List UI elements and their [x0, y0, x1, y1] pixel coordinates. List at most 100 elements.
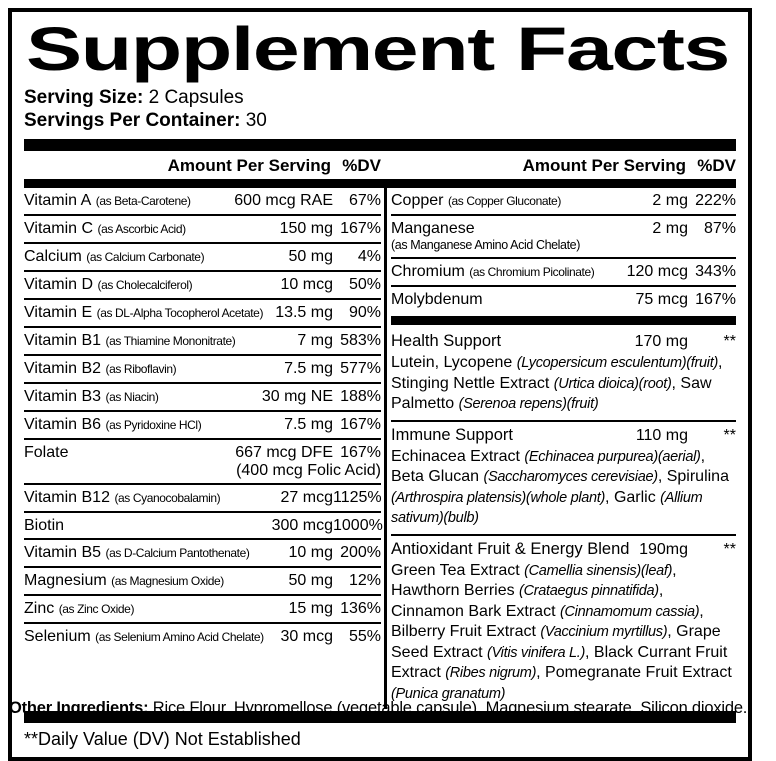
nutrient-amount: 10 mcg [280, 276, 333, 293]
other-ingredients-label: Other Ingredients: [9, 699, 149, 717]
nutrient-row-line: Folate 667 mcg DFE 167% [24, 443, 381, 462]
nutrient-row-line: Zinc (as Zinc Oxide) 15 mg 136% [24, 599, 381, 619]
nutrient-dv: 50% [348, 276, 381, 293]
nutrient-row-line: Selenium (as Selenium Amino Acid Chelate… [24, 627, 381, 647]
nutrient-row-line: Biotin 300 mcg 1000% [24, 516, 383, 535]
nutrient-dv: 167% [340, 416, 381, 433]
nutrient-row: Vitamin B2 (as Riboflavin) 7.5 mg 577% [24, 356, 381, 384]
nutrient-name: Vitamin A [24, 192, 92, 209]
nutrient-row-line: Vitamin C (as Ascorbic Acid) 150 mg 167% [24, 219, 381, 239]
nutrient-form: (as Cyanocobalamin) [114, 491, 221, 505]
nutrient-name: Selenium [24, 628, 91, 645]
nutrient-amount: 120 mcg [626, 263, 688, 280]
nutrient-dv: 55% [348, 628, 381, 645]
nutrient-name: Vitamin C [24, 220, 94, 237]
ingredient-latin-name: (Ribes nigrum) [445, 665, 537, 681]
nutrient-row: Vitamin B12 (as Cyanocobalamin) 27 mcg 112… [24, 485, 382, 513]
column-header-right: Amount Per Serving %DV [381, 156, 736, 176]
nutrient-row-line: Vitamin B3 (as Niacin) 30 mg NE 188% [24, 387, 381, 407]
nutrient-form: (as Riboflavin) [105, 362, 177, 376]
nutrient-dv: 167% [695, 291, 736, 308]
nutrient-row: Vitamin A (as Beta-Carotene) 600 mcg RAE 6… [24, 188, 381, 216]
nutrient-row-line: Vitamin B5 (as D-Calcium Pantothenate) 10… [24, 543, 381, 563]
nutrient-name: Zinc [24, 600, 55, 617]
nutrient-name-group: Vitamin B1 (as Thiamine Mononitrate) [24, 331, 293, 351]
blend-name: Health Support [391, 332, 502, 350]
ingredient-text: , Spirulina [657, 468, 729, 485]
ingredient-text: , Stinging Nettle Extract [391, 354, 723, 392]
nutrient-row: Copper (as Copper Gluconate) 2 mg 222% [391, 188, 736, 216]
nutrient-dv: 200% [340, 544, 381, 561]
nutrient-name-group: Zinc (as Zinc Oxide) [24, 599, 285, 619]
nutrient-form: (as Thiamine Mononitrate) [105, 334, 236, 348]
ingredient-latin-name: (Allium sativum)(bulb) [391, 489, 703, 527]
ingredient-text: , Black Currant Fruit Extract [391, 643, 728, 682]
nutrient-name: Vitamin D [24, 276, 94, 293]
nutrient-name-group: Vitamin C (as Ascorbic Acid) [24, 219, 276, 239]
panel-title: Supplement Facts [26, 15, 730, 83]
blend-section: Antioxidant Fruit & Energy Blend 190mg ** G… [391, 536, 736, 710]
nutrient-name-group: Folate [24, 443, 231, 462]
blend-header-line: Antioxidant Fruit & Energy Blend 190mg ** [391, 540, 736, 559]
nutrient-row-line: Vitamin A (as Beta-Carotene) 600 mcg RAE 6… [24, 191, 381, 211]
nutrient-name: Magnesium [24, 572, 107, 589]
nutrient-amount: 2 mg [652, 192, 688, 209]
servings-per-container-label: Servings Per Container: [24, 110, 241, 131]
nutrient-row-line: Molybdenum 75 mcg 167% [391, 290, 736, 309]
divider-bar-top [24, 139, 736, 151]
blend-name: Antioxidant Fruit & Energy Blend [391, 539, 630, 558]
nutrient-row-line: Vitamin B1 (as Thiamine Mononitrate) 7 mg… [24, 331, 381, 351]
nutrient-amount: 600 mcg RAE [234, 192, 333, 209]
nutrient-row-line: Chromium (as Chromium Picolinate) 120 mcg… [391, 262, 736, 282]
servings-per-container-line: Servings Per Container: 30 [24, 109, 736, 132]
nutrient-row-line: Vitamin B12 (as Cyanocobalamin) 27 mcg 112… [24, 488, 382, 508]
nutrient-dv: 4% [357, 248, 381, 265]
ingredient-latin-name: (Vaccinium myrtillus) [540, 624, 668, 640]
nutrient-columns: Vitamin A (as Beta-Carotene) 600 mcg RAE 6… [24, 188, 736, 709]
ingredient-text: Echinacea Extract [391, 447, 525, 465]
ingredient-latin-name: (Cinnamomum cassia) [559, 603, 700, 620]
nutrient-amount: 27 mcg [280, 489, 333, 506]
nutrient-dv: 136% [340, 600, 381, 617]
blend-header-line: Immune Support 110 mg ** [391, 426, 736, 445]
blend-name: Immune Support [391, 425, 513, 444]
nutrient-amount: 300 mcg [271, 517, 333, 534]
nutrient-form: (as Ascorbic Acid) [97, 222, 187, 236]
nutrient-row: Selenium (as Selenium Amino Acid Chelate… [24, 624, 381, 650]
nutrient-name-group: Vitamin E (as DL-Alpha Tocopherol Acetat… [24, 303, 271, 323]
vertical-divider [384, 188, 387, 709]
nutrient-amount: 15 mg [288, 600, 333, 617]
ingredient-latin-name: (Arthrospira platensis)(whole plant) [391, 489, 606, 506]
nutrient-name: Folate [24, 444, 69, 461]
nutrient-name: Manganese [391, 220, 475, 237]
nutrient-row: Vitamin B6 (as Pyridoxine HCl) 7.5 mg 167% [24, 412, 381, 440]
nutrient-form: (as D-Calcium Pantothenate) [105, 546, 250, 560]
nutrient-name: Chromium [391, 263, 465, 280]
nutrient-name-group: Vitamin B12 (as Cyanocobalamin) [24, 488, 277, 508]
nutrient-name-group: Molybdenum [391, 290, 632, 309]
blend-ingredients: Lutein, Lycopene (Lycopersicum esculentu… [391, 353, 736, 415]
ingredient-text: Green Tea Extract [391, 561, 525, 579]
nutrient-name: Biotin [24, 517, 65, 534]
nutrient-row-line: Vitamin E (as DL-Alpha Tocopherol Acetat… [24, 303, 381, 323]
nutrient-dv: 222% [695, 192, 736, 209]
nutrient-dv: 167% [340, 220, 381, 237]
blend-ingredients: Green Tea Extract (Camellia sinensis)(le… [391, 561, 736, 705]
ingredient-latin-name: (Serenoa repens)(fruit) [458, 396, 599, 412]
nutrient-row-line: Calcium (as Calcium Carbonate) 50 mg 4% [24, 247, 381, 267]
ingredient-text: , Garlic [605, 488, 661, 506]
amount-per-serving-header: Amount Per Serving [167, 156, 331, 175]
nutrient-dv: 12% [348, 572, 381, 589]
nutrient-row-line: Copper (as Copper Gluconate) 2 mg 222% [391, 191, 736, 211]
ingredient-latin-name: (Camellia sinensis)(leaf) [524, 562, 673, 579]
nutrient-row: Vitamin B1 (as Thiamine Mononitrate) 7 mg… [24, 328, 381, 356]
ingredient-latin-name: (Punica granatum) [391, 685, 506, 702]
nutrient-dv: 577% [340, 360, 381, 377]
blend-section: Health Support 170 mg ** Lutein, Lycopene (… [391, 328, 736, 422]
nutrient-name: Vitamin B5 [24, 544, 102, 561]
nutrient-name: Calcium [24, 248, 82, 265]
nutrient-row: Biotin 300 mcg 1000% [24, 513, 383, 540]
nutrient-row-line: Vitamin D (as Cholecalciferol) 10 mcg 50% [24, 275, 381, 295]
serving-size-label: Serving Size: [24, 87, 144, 108]
nutrient-row: Zinc (as Zinc Oxide) 15 mg 136% [24, 596, 381, 624]
